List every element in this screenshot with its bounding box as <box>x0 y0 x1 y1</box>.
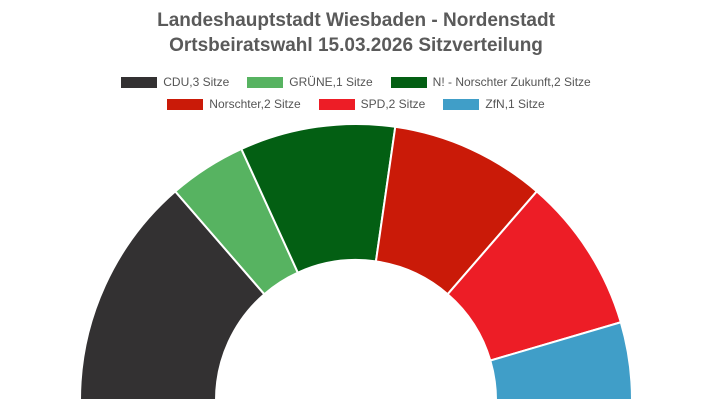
legend-label: CDU,3 Sitze <box>163 75 230 89</box>
chart-subtitle: Ortsbeiratswahl 15.03.2026 Sitzverteilun… <box>169 35 543 56</box>
legend-label: Norschter,2 Sitze <box>209 97 301 111</box>
legend-swatch <box>247 76 284 88</box>
legend-label: SPD,2 Sitze <box>360 97 426 111</box>
legend-label: GRÜNE,1 Sitze <box>289 75 373 89</box>
legend-swatch <box>167 98 204 110</box>
legend-item-gr-ne[interactable]: GRÜNE,1 Sitze <box>247 73 373 91</box>
legend-swatch <box>121 76 158 88</box>
legend-item-zfn[interactable]: ZfN,1 Sitze <box>443 95 545 113</box>
chart-legend: CDU,3 Sitze GRÜNE,1 Sitze N! - Norschter Z… <box>0 73 712 113</box>
legend-label: N! - Norschter Zukunft,2 Sitze <box>432 75 591 89</box>
chart-title-block: Landeshauptstadt Wiesbaden - Nordenstadt… <box>0 8 712 58</box>
legend-swatch <box>443 98 480 110</box>
slice-zfn[interactable] <box>489 321 634 400</box>
chart-title: Landeshauptstadt Wiesbaden - Nordenstadt <box>157 10 555 31</box>
slice-cdu[interactable] <box>78 190 266 400</box>
legend-item-norschter[interactable]: Norschter,2 Sitze <box>167 95 301 113</box>
legend-swatch <box>318 98 355 110</box>
legend-item-cdu[interactable]: CDU,3 Sitze <box>121 73 229 91</box>
legend-label: ZfN,1 Sitze <box>485 97 545 111</box>
legend-item-spd[interactable]: SPD,2 Sitze <box>318 95 426 113</box>
chart-slices <box>78 123 634 400</box>
legend-item-n-norschter-zukunft[interactable]: N! - Norschter Zukunft,2 Sitze <box>390 73 591 91</box>
legend-swatch <box>390 76 427 88</box>
